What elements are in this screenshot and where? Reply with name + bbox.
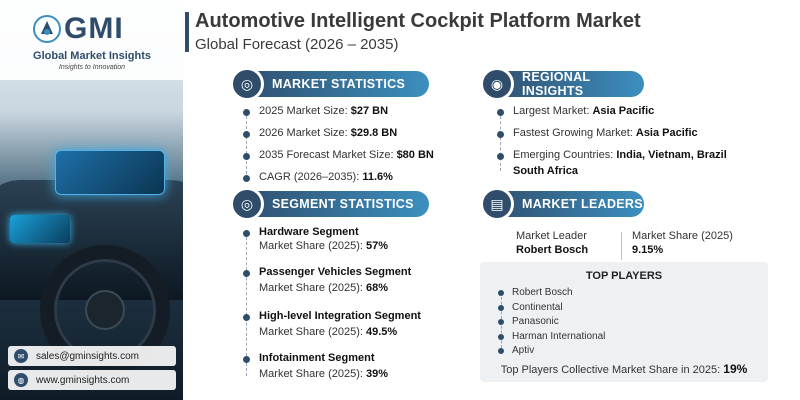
region-item: Emerging Countries: India, Vietnam, Braz… [497, 149, 777, 163]
mail-icon: ✉ [14, 349, 28, 363]
brand-logo: GMI Global Market Insights Insights to I… [0, 0, 183, 80]
logo-text: GMI [64, 12, 124, 45]
leader-divider [621, 232, 622, 260]
market-share-label: Market Share (2025) [632, 230, 733, 242]
brand-tagline: Insights to Innovation [58, 64, 126, 71]
page-title: Automotive Intelligent Cockpit Platform … [195, 10, 641, 32]
segment-name: Passenger Vehicles Segment [243, 266, 463, 282]
player-item: Robert Bosch [498, 286, 605, 301]
stat-item: 2026 Market Size: $29.8 BN [243, 127, 463, 149]
website-text: www.gminsights.com [36, 374, 130, 386]
top-players-list: Robert Bosch Continental Panasonic Harma… [498, 286, 605, 359]
segment-statistics-heading: SEGMENT STATISTICS [272, 197, 414, 211]
market-leaders-heading: MARKET LEADERS [522, 197, 643, 211]
region-item: Fastest Growing Market: Asia Pacific [497, 127, 777, 149]
market-leaders-header: ▤ MARKET LEADERS [480, 187, 644, 221]
top-players-panel: TOP PLAYERS Robert Bosch Continental Pan… [480, 262, 768, 382]
segment-name: Infotainment Segment [243, 352, 463, 368]
gmi-logo-icon [33, 15, 61, 43]
market-leader-block: Market Leader Robert Bosch [516, 230, 588, 256]
page-subtitle: Global Forecast (2026 – 2035) [195, 36, 399, 53]
region-item: Largest Market: Asia Pacific [497, 105, 777, 127]
player-item: Harman International [498, 330, 605, 345]
regional-insights-list: Largest Market: Asia Pacific Fastest Gro… [497, 105, 777, 177]
market-statistics-heading: MARKET STATISTICS [272, 77, 406, 91]
stat-item: CAGR (2026–2035): 11.6% [243, 171, 463, 185]
building-icon: ▤ [480, 187, 514, 221]
segment-statistics-header: ◎ SEGMENT STATISTICS [230, 187, 429, 221]
globe-chart-icon: ◎ [230, 67, 264, 101]
player-item: Continental [498, 301, 605, 316]
market-share-block: Market Share (2025) 9.15% [632, 230, 733, 256]
top-players-heading: TOP PLAYERS [585, 270, 663, 282]
segment-statistics-list: Hardware Segment Market Share (2025): 57… [243, 226, 463, 382]
segment-share: Market Share (2025): 49.5% [259, 326, 398, 338]
globe-icon: ◍ [14, 373, 28, 387]
segment-name: Hardware Segment [243, 226, 463, 240]
target-icon: ◎ [230, 187, 264, 221]
market-leader-value: Robert Bosch [516, 244, 589, 256]
player-item: Aptiv [498, 344, 605, 359]
market-leader-label: Market Leader [516, 230, 587, 242]
stat-item: 2035 Forecast Market Size: $80 BN [243, 149, 463, 171]
region-item-continued: South Africa [513, 165, 578, 177]
segment-share: Market Share (2025): 57% [259, 240, 389, 252]
website-contact[interactable]: ◍ www.gminsights.com [8, 370, 176, 390]
globe-icon: ◉ [480, 67, 514, 101]
segment-share: Market Share (2025): 68% [259, 282, 389, 294]
segment-share: Market Share (2025): 39% [259, 368, 389, 380]
segment-name: High-level Integration Segment [243, 310, 463, 326]
top-players-collective-share: Top Players Collective Market Share in 2… [500, 362, 748, 376]
regional-insights-header: ◉ REGIONAL INSIGHTS [480, 67, 644, 101]
market-statistics-list: 2025 Market Size: $27 BN 2026 Market Siz… [243, 105, 463, 185]
market-statistics-header: ◎ MARKET STATISTICS [230, 67, 429, 101]
email-text: sales@gminsights.com [36, 350, 139, 362]
regional-insights-heading: REGIONAL INSIGHTS [522, 70, 591, 98]
stat-item: 2025 Market Size: $27 BN [243, 105, 463, 127]
title-accent-bar [185, 12, 189, 52]
player-item: Panasonic [498, 315, 605, 330]
email-contact[interactable]: ✉ sales@gminsights.com [8, 346, 176, 366]
market-share-value: 9.15% [632, 244, 664, 256]
brand-name: Global Market Insights [33, 50, 151, 62]
